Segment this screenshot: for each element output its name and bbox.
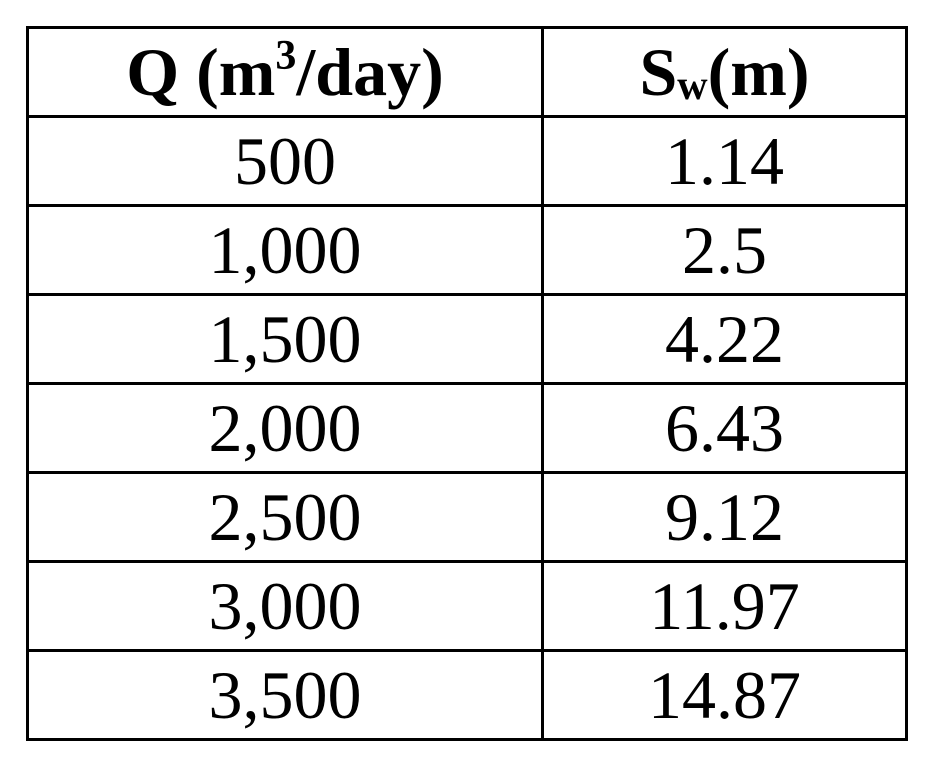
header-drawdown-subscript: w (677, 63, 708, 109)
cell-drawdown: 4.22 (541, 293, 908, 385)
header-discharge-exponent: 3 (275, 33, 297, 79)
cell-drawdown: 11.97 (541, 560, 908, 652)
discharge-drawdown-table: Q (m3/day) Sw(m) 500 1.14 1,000 2.5 1,50… (26, 26, 908, 741)
cell-discharge: 500 (26, 115, 544, 207)
cell-discharge: 3,000 (26, 560, 544, 652)
table-row: 500 1.14 (26, 115, 908, 207)
header-drawdown-tail: (m) (707, 34, 810, 110)
cell-drawdown: 1.14 (541, 115, 908, 207)
table-header-row: Q (m3/day) Sw(m) (26, 26, 908, 118)
header-discharge-base: Q (m (126, 34, 276, 110)
cell-discharge: 2,000 (26, 382, 544, 474)
table-row: 1,000 2.5 (26, 204, 908, 296)
cell-drawdown: 9.12 (541, 471, 908, 563)
cell-drawdown: 2.5 (541, 204, 908, 296)
table-row: 1,500 4.22 (26, 293, 908, 385)
table-row: 3,000 11.97 (26, 560, 908, 652)
cell-discharge: 1,500 (26, 293, 544, 385)
cell-discharge: 2,500 (26, 471, 544, 563)
cell-discharge: 1,000 (26, 204, 544, 296)
cell-drawdown: 6.43 (541, 382, 908, 474)
header-discharge-tail: /day) (296, 34, 444, 110)
cell-discharge: 3,500 (26, 649, 544, 741)
header-discharge: Q (m3/day) (26, 26, 544, 118)
header-drawdown-base: S (639, 34, 678, 110)
data-table-container: Q (m3/day) Sw(m) 500 1.14 1,000 2.5 1,50… (26, 26, 908, 741)
header-drawdown: Sw(m) (541, 26, 908, 118)
table-row: 2,500 9.12 (26, 471, 908, 563)
cell-drawdown: 14.87 (541, 649, 908, 741)
table-row: 3,500 14.87 (26, 649, 908, 741)
table-row: 2,000 6.43 (26, 382, 908, 474)
